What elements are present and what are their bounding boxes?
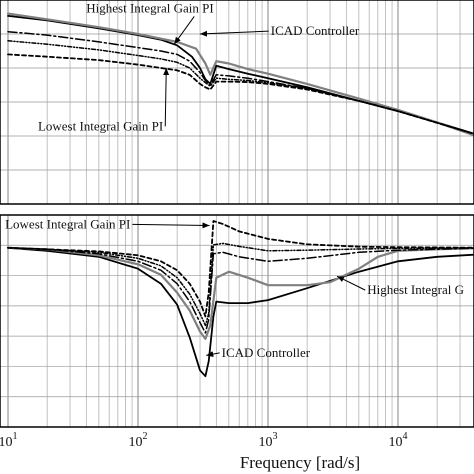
series-line-icad-phase xyxy=(6,246,474,340)
series-line-pi_low-phase xyxy=(7,220,474,318)
series-line-pi_mid2-phase xyxy=(7,242,474,327)
phase-panel: Lowest Integral Gain PI Highest Integral … xyxy=(0,214,474,428)
label-highest-integral-gain-pi-mag: Highest Integral Gain PI xyxy=(86,0,213,15)
x-tick-label: 102 xyxy=(129,431,148,450)
series-line-pi_mid1-phase xyxy=(7,247,474,334)
magnitude-frame xyxy=(0,0,474,205)
series-line-pi_low-magnitude xyxy=(7,53,474,135)
x-tick-base: 10 xyxy=(0,435,13,450)
x-axis-label: Frequency [rad/s] xyxy=(240,453,360,472)
magnitude-annotations: Highest Integral Gain PI ICAD Controller L… xyxy=(38,0,360,133)
label-highest-integral-gain-pi-mag-arrow xyxy=(173,16,195,45)
phase-annotations: Lowest Integral Gain PI Highest Integral … xyxy=(5,216,464,359)
x-tick-label: 104 xyxy=(389,431,408,450)
label-icad-controller-mag-arrow xyxy=(200,30,269,37)
x-tick-base: 10 xyxy=(389,435,403,450)
label-lowest-integral-gain-pi-phase: Lowest Integral Gain PI xyxy=(5,216,130,231)
phase-frame xyxy=(0,214,474,428)
series-line-pi_high-phase xyxy=(7,246,474,378)
series-line-icad-magnitude xyxy=(6,12,474,137)
label-highest-integral-g-phase: Highest Integral G xyxy=(367,282,464,297)
label-lowest-integral-gain-pi-mag: Lowest Integral Gain PI xyxy=(38,118,163,133)
x-tick-label: 103 xyxy=(259,431,278,450)
x-tick-labels: 101 102 103 104 xyxy=(0,431,408,450)
label-icad-controller-phase-arrow xyxy=(206,351,220,357)
x-tick-exponent: 2 xyxy=(143,431,148,442)
x-tick-exponent: 1 xyxy=(13,431,18,442)
x-tick-exponent: 4 xyxy=(403,431,408,442)
label-icad-controller-phase: ICAD Controller xyxy=(222,345,311,360)
x-tick-label: 101 xyxy=(0,431,18,450)
x-tick-base: 10 xyxy=(129,435,143,450)
label-highest-integral-g-phase-arrow xyxy=(336,275,366,291)
x-tick-base: 10 xyxy=(259,435,273,450)
phase-lines xyxy=(6,220,474,378)
phase-plot-area xyxy=(0,215,474,427)
magnitude-panel: Highest Integral Gain PI ICAD Controller L… xyxy=(0,0,474,205)
label-lowest-integral-gain-pi-phase-arrow xyxy=(132,222,210,229)
magnitude-lines xyxy=(6,12,474,137)
label-lowest-integral-gain-pi-mag-arrow xyxy=(163,67,170,127)
x-tick-exponent: 3 xyxy=(273,431,278,442)
label-icad-controller-mag: ICAD Controller xyxy=(271,23,360,38)
